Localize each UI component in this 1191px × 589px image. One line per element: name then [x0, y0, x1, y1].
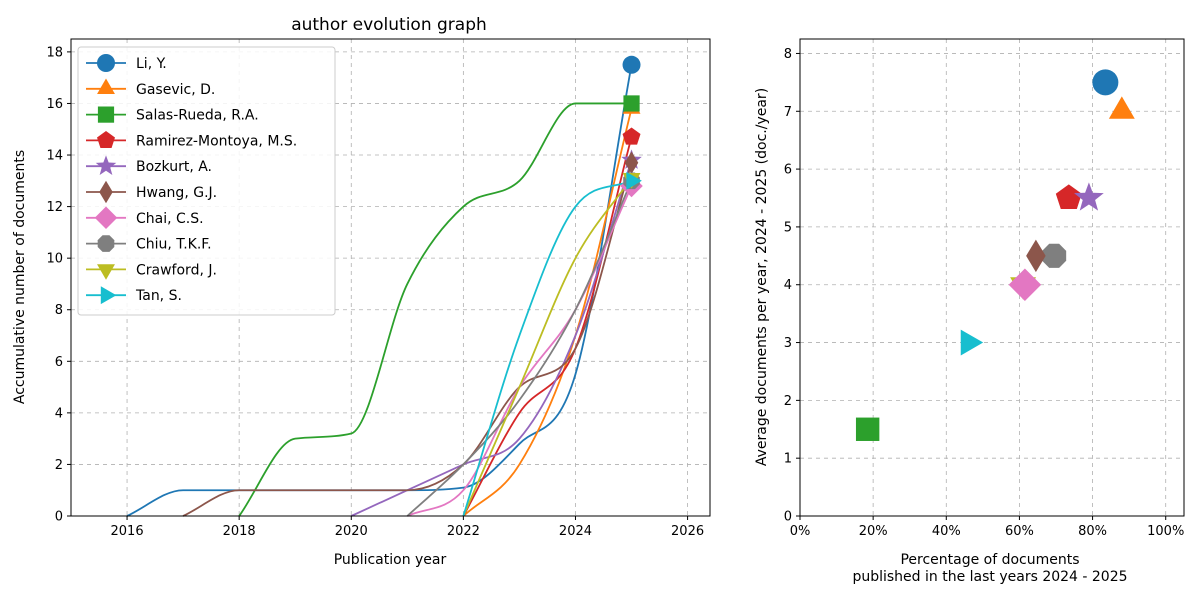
legend-label-li-y: Li, Y. — [136, 56, 167, 72]
y-tick-label: 5 — [784, 220, 792, 235]
point-bozkurt-a — [1074, 182, 1104, 211]
plot-frame — [70, 38, 711, 517]
legend-marker-chai-c-s — [94, 206, 118, 230]
legend-marker-hwang-g-j — [99, 180, 113, 204]
chart-title: author evolution graph — [291, 15, 487, 35]
x-tick-label: 2022 — [447, 524, 480, 539]
point-hwang-g-j — [1026, 239, 1046, 273]
series-line-crawford-j — [462, 177, 633, 517]
series-end-markers — [620, 55, 643, 198]
x-tick-label: 60% — [1005, 524, 1034, 539]
x-tick-label: 2018 — [223, 524, 256, 539]
y-tick-label: 8 — [55, 303, 63, 318]
x-tick-label: 2024 — [559, 524, 592, 539]
y-axis-label: Accumulative number of documents — [12, 150, 28, 404]
x-axis-label-line1: Percentage of documents — [900, 552, 1079, 568]
x-tick-label: 2026 — [671, 524, 704, 539]
y-tick-label: 14 — [46, 149, 63, 164]
legend-label-hwang-g-j: Hwang, G.J. — [136, 185, 217, 201]
x-axis-label-line2: published in the last years 2024 - 2025 — [852, 569, 1127, 585]
y-axis-label: Average documents per year, 2024 - 2025 … — [754, 88, 770, 466]
legend-marker-chiu-t-k-f — [97, 235, 115, 252]
x-tick-label: 2020 — [335, 524, 368, 539]
y-tick-label: 10 — [46, 252, 63, 267]
scatter-chart: 0% 20% 40% 60% 80% 100% 0 1 2 3 4 5 6 7 8 Percentage … — [754, 38, 1185, 585]
legend-label-crawford-j: Crawford, J. — [136, 262, 217, 278]
series-line-tan-s — [462, 179, 632, 517]
legend-label-gasevic-d: Gasevic, D. — [136, 82, 215, 98]
point-gasevic-d — [1108, 96, 1135, 119]
y-tick-label: 0 — [784, 510, 792, 525]
y-tick-label: 3 — [784, 336, 792, 351]
point-salas-rueda-r-a — [855, 417, 880, 441]
point-ramirez-montoya-m-s — [1055, 184, 1082, 210]
scatter-points — [855, 69, 1135, 441]
end-marker-salas-rueda-r-a — [623, 95, 640, 112]
series-line-salas-rueda-r-a — [238, 102, 632, 517]
y-axis-ticks: 0 1 2 3 4 5 6 7 8 — [784, 47, 800, 525]
point-chiu-t-k-f — [1042, 243, 1067, 268]
x-tick-label: 80% — [1078, 524, 1107, 539]
series-line-hwang-g-j — [182, 162, 633, 517]
x-axis-ticks: 2016 2018 2020 2022 2024 2026 — [111, 516, 704, 539]
legend-label-chai-c-s: Chai, C.S. — [136, 211, 204, 227]
legend: Li, Y. Gasevic, D. Salas-Rueda, R.A. Ramire… — [77, 46, 336, 316]
point-chai-c-s — [1008, 268, 1042, 301]
series-lines — [126, 64, 633, 517]
legend-marker-gasevic-d — [97, 78, 115, 94]
y-tick-label: 18 — [46, 45, 63, 60]
legend-label-chiu-t-k-f: Chiu, T.K.F. — [136, 237, 212, 253]
x-tick-label: 0% — [790, 524, 811, 539]
y-tick-label: 6 — [55, 355, 63, 370]
legend-marker-crawford-j — [97, 264, 115, 280]
legend-label-salas-rueda-r-a: Salas-Rueda, R.A. — [136, 108, 259, 124]
x-tick-label: 2016 — [111, 524, 144, 539]
y-tick-label: 7 — [784, 105, 792, 120]
end-marker-ramirez-montoya-m-s — [622, 127, 641, 145]
y-tick-label: 4 — [784, 278, 792, 293]
series-line-chiu-t-k-f — [406, 180, 633, 517]
y-tick-label: 16 — [46, 97, 63, 112]
evolution-chart: author evolution graph 2016 2018 2020 2022 2… — [12, 15, 711, 568]
x-axis-ticks: 0% 20% 40% 60% 80% 100% — [790, 516, 1184, 539]
x-tick-label: 40% — [932, 524, 961, 539]
x-tick-label: 20% — [859, 524, 888, 539]
y-tick-label: 4 — [55, 406, 63, 421]
legend-marker-tan-s — [100, 286, 117, 305]
legend-marker-li-y — [97, 54, 115, 72]
end-marker-hwang-g-j — [624, 151, 639, 175]
end-marker-li-y — [622, 55, 641, 74]
end-marker-tan-s — [626, 171, 642, 190]
y-tick-label: 2 — [784, 394, 792, 409]
legend-label-tan-s: Tan, S. — [135, 288, 182, 304]
legend-marker-bozkurt-a — [95, 155, 117, 175]
y-tick-label: 8 — [784, 47, 792, 62]
y-axis-ticks: 0 2 4 6 8 10 12 14 16 18 — [46, 45, 71, 525]
y-tick-label: 6 — [784, 163, 792, 178]
legend-marker-ramirez-montoya-m-s — [97, 130, 115, 149]
point-tan-s — [960, 329, 984, 356]
y-tick-label: 0 — [55, 510, 63, 525]
legend-label-bozkurt-a: Bozkurt, A. — [136, 159, 212, 175]
legend-box — [77, 46, 336, 316]
plot-frame — [799, 38, 1185, 517]
legend-label-ramirez-montoya-m-s: Ramirez-Montoya, M.S. — [136, 133, 297, 149]
y-tick-label: 2 — [55, 458, 63, 473]
legend-marker-salas-rueda-r-a — [97, 106, 115, 123]
point-li-y — [1092, 69, 1119, 96]
y-tick-label: 12 — [46, 200, 63, 215]
x-tick-label: 100% — [1147, 524, 1184, 539]
y-tick-label: 1 — [784, 452, 792, 467]
x-axis-label: Publication year — [334, 552, 447, 568]
